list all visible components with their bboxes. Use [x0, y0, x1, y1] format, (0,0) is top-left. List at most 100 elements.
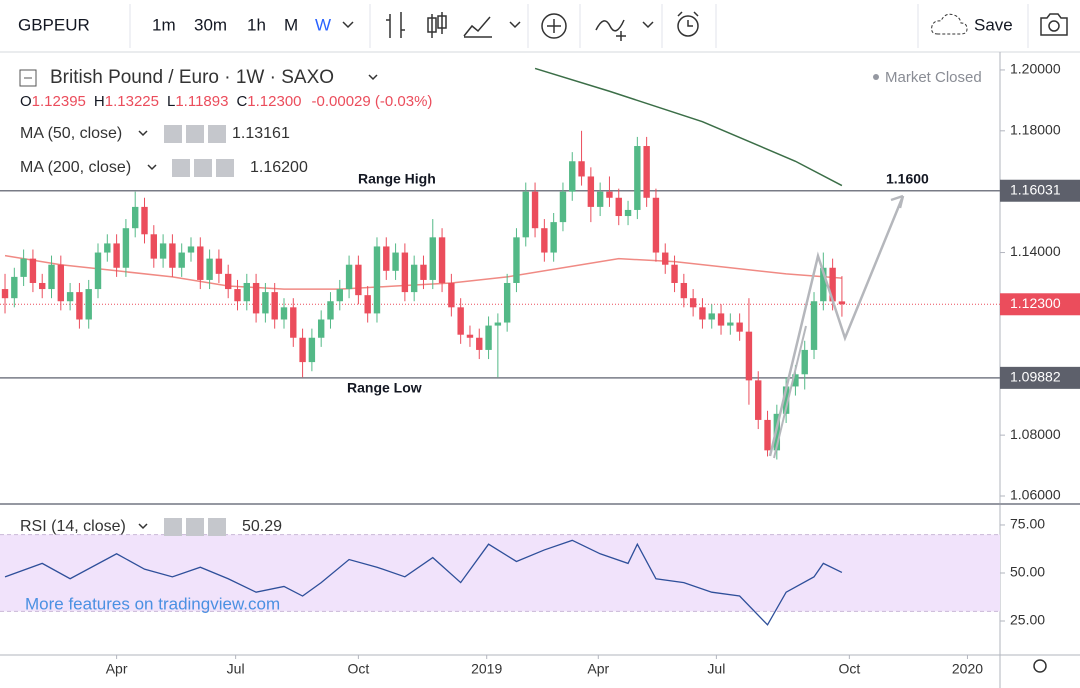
interval[interactable]: M: [284, 15, 298, 34]
candle-body: [132, 206, 139, 229]
indicators-icon[interactable]: [541, 13, 567, 39]
main-pane: 1.20000 1.18000 1.14000 1.08000 1.06000 Apr Ju…: [0, 61, 1080, 677]
level-label: 1.16031: [1010, 181, 1061, 197]
candle-body: [317, 319, 325, 338]
interval[interactable]: 1h: [247, 15, 266, 34]
dropdown-icon[interactable]: [368, 74, 378, 81]
candle-body: [513, 237, 520, 283]
candle-body: [336, 289, 343, 302]
candle-body: [727, 322, 734, 326]
candle-body: [522, 191, 529, 238]
collapse-icon[interactable]: [19, 69, 37, 87]
candle-body: [39, 282, 46, 290]
candle-body: [364, 295, 371, 314]
dropdown-icon[interactable]: [342, 21, 354, 29]
candle-body: [820, 267, 827, 302]
candle-body: [596, 191, 604, 207]
interval-active[interactable]: W: [315, 15, 331, 34]
status-dot: [873, 74, 879, 80]
dropdown-icon[interactable]: [642, 21, 654, 29]
snapshot-icon[interactable]: [1040, 13, 1068, 36]
candle-body: [764, 419, 771, 451]
candle-body: [494, 322, 502, 326]
x-tick-label: Apr: [106, 661, 128, 677]
x-tick-label: 2019: [471, 661, 502, 677]
legend-buttons[interactable]: [164, 518, 226, 536]
alert-hands: [677, 11, 699, 27]
candle-body: [224, 273, 232, 290]
dropdown-icon[interactable]: [147, 164, 157, 171]
candle-body: [187, 246, 195, 253]
save-icon[interactable]: [931, 13, 968, 35]
y-tick-label: 1.14000: [1010, 243, 1061, 259]
candle-body: [634, 146, 641, 210]
candle-body: [652, 197, 660, 253]
candle-body: [829, 267, 836, 302]
candle-body: [122, 228, 130, 268]
candle-body: [550, 222, 557, 253]
candle-body: [20, 258, 27, 277]
candle-body: [327, 301, 334, 320]
candle-body: [392, 252, 399, 271]
interval[interactable]: 30m: [194, 15, 227, 34]
candle-body: [643, 146, 650, 198]
candle-body: [448, 282, 455, 308]
candle-body: [290, 307, 297, 338]
candle-body: [792, 374, 799, 387]
projection-drawing: [773, 325, 807, 459]
market-status: Market Closed: [885, 69, 982, 86]
x-tick-label: 2020: [952, 661, 983, 677]
candle-body: [410, 264, 418, 293]
candle-body: [169, 243, 176, 268]
toolbar: [0, 0, 1080, 52]
candle-body: [355, 264, 362, 296]
level-label: 1.09882: [1010, 369, 1061, 385]
area-icon[interactable]: [463, 16, 492, 38]
legend-buttons[interactable]: [172, 159, 234, 177]
candle-body: [206, 258, 213, 280]
dropdown-icon[interactable]: [138, 130, 148, 137]
candle-body: [104, 243, 111, 253]
candle-body: [755, 380, 762, 420]
candle-body: [624, 209, 632, 217]
x-tick-label: Jul: [707, 661, 725, 677]
candles-icon[interactable]: [427, 12, 447, 38]
candle-body: [113, 243, 120, 268]
save-button[interactable]: Save: [974, 15, 1013, 34]
dropdown-icon[interactable]: [509, 21, 521, 29]
candle-body: [466, 334, 474, 338]
interval[interactable]: 1m: [152, 15, 176, 34]
candle-body: [503, 282, 511, 323]
candle-body: [782, 386, 790, 414]
y-tick-label: 1.20000: [1010, 61, 1061, 77]
candle-body: [57, 264, 65, 302]
rsi-line: [4, 539, 843, 626]
annotation: 1.1600: [886, 171, 929, 187]
candle-body: [76, 292, 83, 320]
candle-body: [159, 243, 167, 259]
candle-body: [476, 337, 483, 350]
bars-icon[interactable]: [386, 12, 405, 38]
candle-body: [438, 237, 446, 283]
legend-buttons[interactable]: [164, 125, 226, 143]
candle-body: [345, 264, 353, 290]
level-label-box: [1000, 179, 1080, 202]
compare-icon[interactable]: [595, 19, 626, 41]
candle-body: [745, 331, 753, 381]
ma50-value: 1.13161: [232, 125, 290, 142]
candle-body: [420, 264, 427, 280]
settings-icon[interactable]: [1033, 659, 1047, 673]
candle-body: [587, 176, 595, 207]
candle-body: [485, 325, 492, 350]
watermark[interactable]: More features on tradingview.com: [25, 594, 280, 613]
candle-body: [234, 289, 241, 302]
alert-icon[interactable]: [677, 15, 699, 37]
symbol[interactable]: GBPEUR: [18, 15, 90, 34]
candle-body: [429, 237, 436, 280]
candle-body: [215, 258, 223, 274]
candle-body: [541, 228, 548, 253]
projection-drawing: [768, 195, 905, 457]
candle-body: [308, 337, 316, 363]
dropdown-icon[interactable]: [138, 523, 148, 530]
